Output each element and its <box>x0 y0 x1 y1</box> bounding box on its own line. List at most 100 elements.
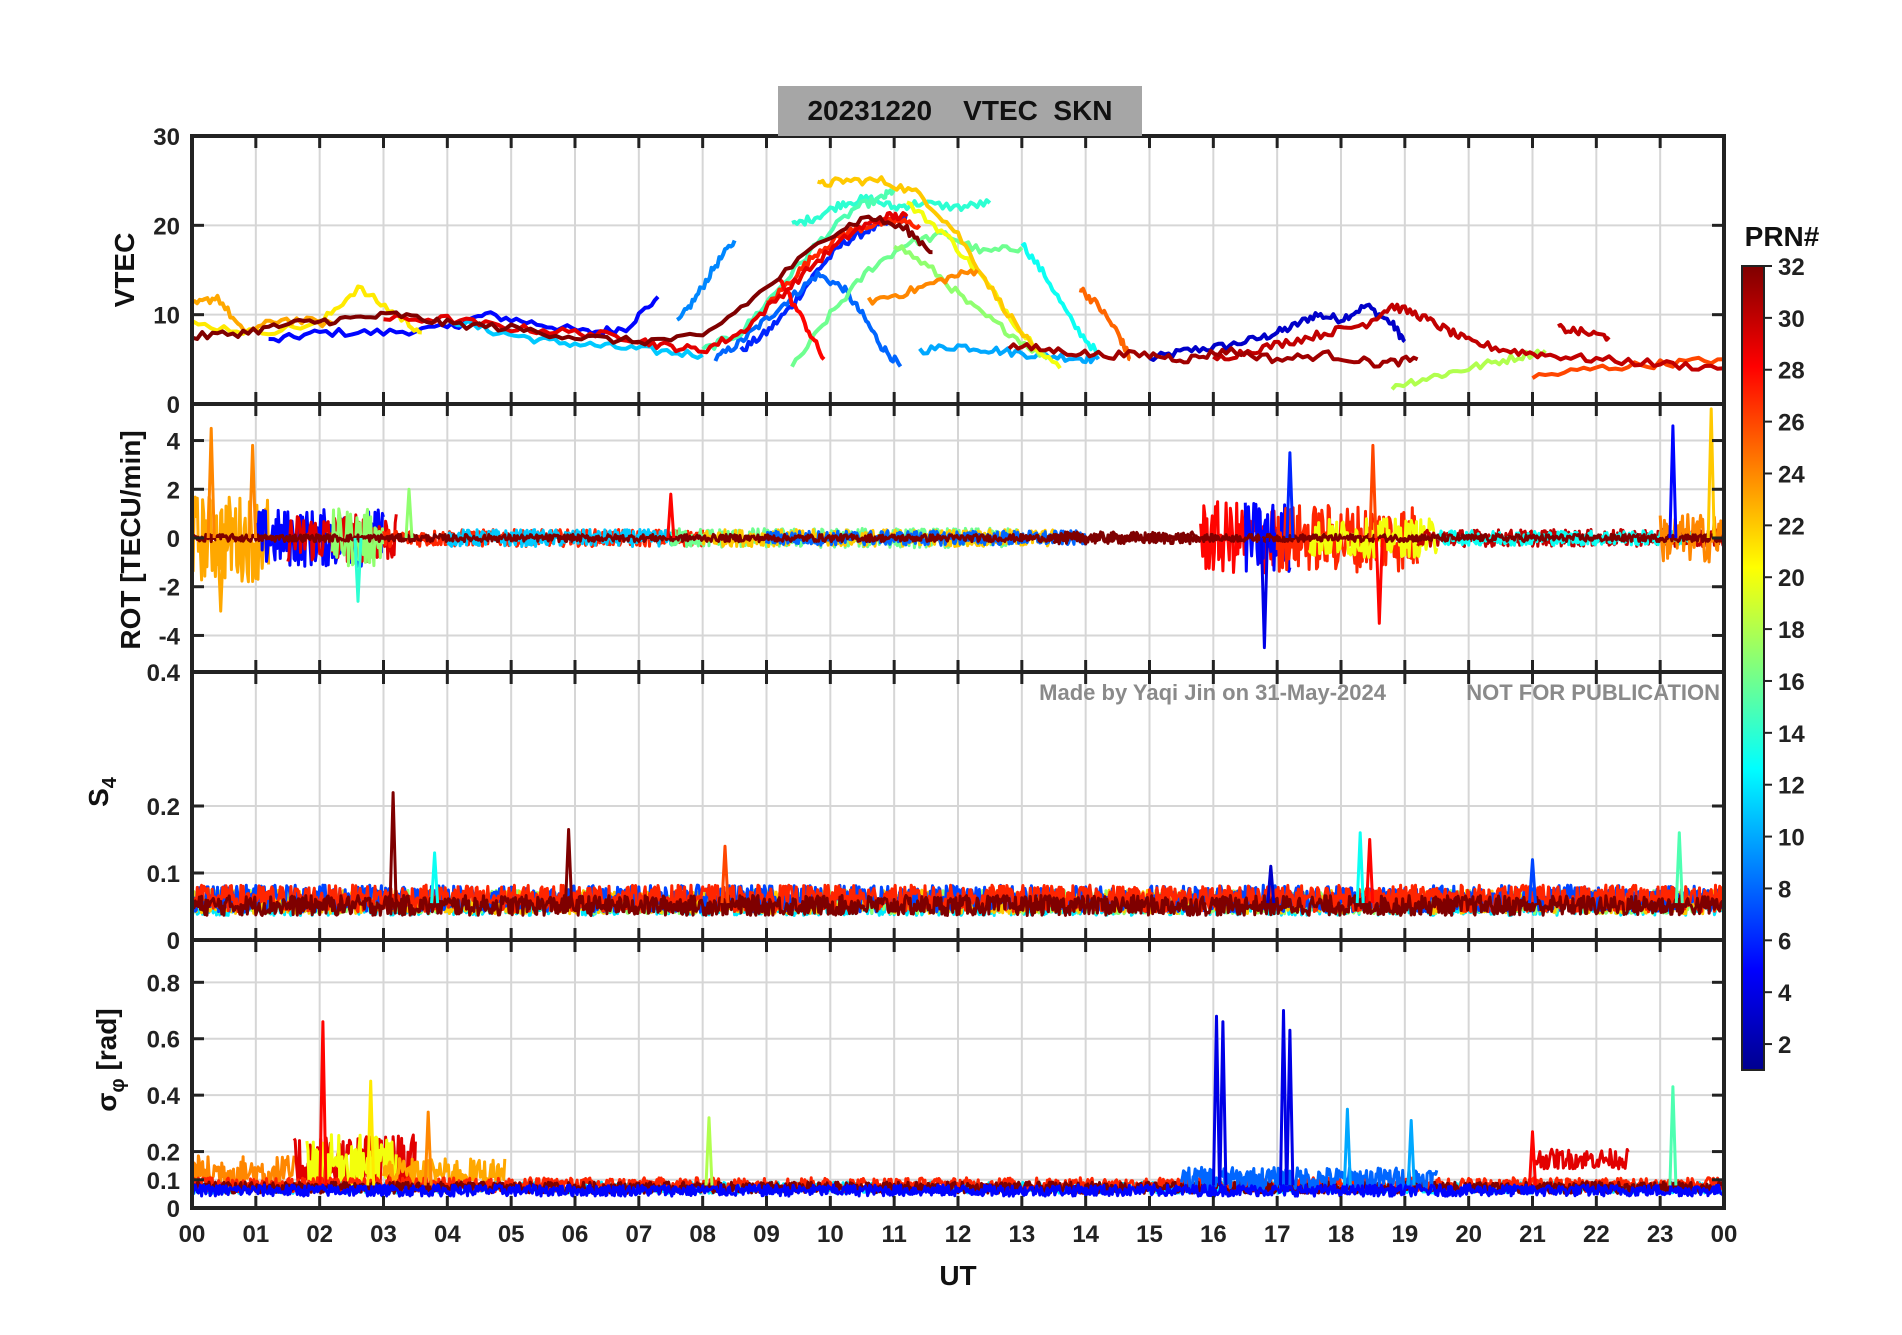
x-tick-label: 00 <box>1711 1221 1738 1248</box>
sigma_phi-spike-prn28 <box>318 1020 328 1186</box>
s4-spike-prn7 <box>1528 858 1537 904</box>
sigma_phi-ytick-label: 0.8 <box>147 970 180 997</box>
s4-ylabel-main: S <box>83 788 114 807</box>
colorbar-tick-label: 22 <box>1778 513 1805 540</box>
rot-spike-prn5 <box>1668 424 1678 539</box>
vtec-series-prn9 <box>676 239 737 322</box>
vtec-series-prn16 <box>790 230 1024 368</box>
x-tick-label: 17 <box>1264 1221 1291 1248</box>
sigma_phi-trace-prn23 <box>382 1157 507 1188</box>
sigma_phi-spike-prn24 <box>423 1110 433 1186</box>
vtec-panel <box>190 134 1726 406</box>
sigma-ylabel-unit: [rad] <box>91 1008 122 1078</box>
x-tick-label: 14 <box>1072 1221 1099 1248</box>
sigma_phi-spike-prn4 <box>1279 1009 1288 1186</box>
sigma_phi-trace-prn5 <box>190 1183 1725 1198</box>
x-axis-label: UT <box>939 1260 976 1291</box>
x-tick-label: 06 <box>562 1221 589 1248</box>
x-tick-label: 12 <box>945 1221 972 1248</box>
sigma-ylabel-main: σ <box>91 1093 122 1112</box>
x-tick-label: 16 <box>1200 1221 1227 1248</box>
vtec-series-prn30 <box>1557 322 1611 342</box>
x-tick-label: 08 <box>689 1221 716 1248</box>
colorbar-tick-label: 30 <box>1778 306 1805 333</box>
sigma_phi-ytick-label: 0.2 <box>147 1140 180 1167</box>
s4-ytick-label: 0.1 <box>147 861 180 888</box>
rot-spike-prn4 <box>1259 537 1269 650</box>
s4-spike-prn13 <box>430 851 440 904</box>
s4-spike-prn13 <box>1355 831 1365 904</box>
s4-ytick-label: 0.2 <box>147 794 180 821</box>
rot-trace-prn13 <box>1435 529 1694 547</box>
rot-ytick-label: -2 <box>159 575 180 602</box>
s4-ytick-label: 0.4 <box>147 660 181 687</box>
watermark-author: Made by Yaqi Jin on 31-May-2024 <box>1039 680 1387 705</box>
s4-spike-prn26 <box>720 844 730 904</box>
vtec-series-prn22 <box>816 175 1037 352</box>
x-tick-label: 07 <box>625 1221 652 1248</box>
vtec-data <box>190 175 1725 391</box>
sigma_phi-spike-prn10 <box>1342 1107 1352 1186</box>
s4-ylabel-sub: 4 <box>99 776 121 788</box>
colorbar-tick-label: 10 <box>1778 825 1805 852</box>
vtec-series-prn29 <box>383 211 909 355</box>
sigma_phi-spike-prn10 <box>1406 1119 1416 1186</box>
s4-ylabel: S4 <box>83 776 121 807</box>
x-tick-label: 20 <box>1455 1221 1482 1248</box>
vtec-series-prn17 <box>893 244 1050 361</box>
vtec-series-prn26 <box>1531 355 1725 380</box>
vtec-series-prn32 <box>191 214 933 347</box>
x-tick-label: 21 <box>1519 1221 1546 1248</box>
sigma_phi-ytick-label: 0.1 <box>147 1168 180 1195</box>
rot-panel <box>190 402 1726 674</box>
sigma-ylabel: σφ [rad] <box>91 1008 129 1111</box>
rot-spike-prn24 <box>248 443 258 539</box>
sigma_phi-ytick-label: 0 <box>167 1196 180 1223</box>
sigma_phi-panel <box>190 938 1726 1210</box>
watermark-notice: NOT FOR PUBLICATION <box>1466 680 1720 705</box>
vtec-series-prn25 <box>1078 286 1132 362</box>
colorbar-tick-label: 26 <box>1778 410 1805 437</box>
s4-data <box>190 791 1726 917</box>
sigma_phi-spike-prn18 <box>704 1116 714 1186</box>
sigma_phi-spike-prn4 <box>1285 1028 1295 1186</box>
vtec-series-prn31 <box>1007 342 1419 369</box>
x-tick-label: 05 <box>498 1221 525 1248</box>
rot-trace-prn23 <box>190 495 271 584</box>
rot-ytick-label: 0 <box>167 526 180 553</box>
colorbar-tick-label: 6 <box>1778 928 1791 955</box>
rot-spike-prn22 <box>1706 407 1716 539</box>
vtec-series-prn24 <box>866 268 979 306</box>
rot-trace-prn28 <box>1199 500 1279 575</box>
vtec-series-prn18 <box>1390 348 1547 391</box>
rot-ytick-label: 2 <box>167 477 180 504</box>
s4-trace-prn32 <box>191 894 1726 917</box>
rot-spike-prn14 <box>353 537 363 603</box>
rot-spike-prn24 <box>206 426 216 539</box>
colorbar-tick-label: 24 <box>1778 461 1805 488</box>
x-tick-label: 01 <box>242 1221 269 1248</box>
sigma_phi-spike-prn4 <box>1218 1020 1228 1186</box>
vtec-xticks <box>190 134 1726 406</box>
rot-spike-prn28 <box>1374 537 1384 625</box>
vtec-series-prn8 <box>713 270 903 368</box>
x-tick-label: 02 <box>306 1221 333 1248</box>
vtec-ytick-label: 0 <box>167 392 180 419</box>
colorbar-tick-label: 28 <box>1778 358 1805 385</box>
rot-trace-prn17 <box>330 507 385 568</box>
sigma_phi-trace-prn29 <box>1531 1147 1630 1171</box>
colorbar-tick-label: 8 <box>1778 876 1791 903</box>
figure-title-box: 20231220 VTEC SKN <box>778 86 1142 136</box>
sigma_phi-trace-prn24 <box>190 1154 296 1191</box>
vtec-series-prn10 <box>918 343 1101 365</box>
colorbar-gradient <box>1741 265 1765 1071</box>
colorbar-tick-label: 14 <box>1778 721 1805 748</box>
colorbar-tick-label: 18 <box>1778 617 1805 644</box>
rot-spike-prn6 <box>1285 451 1295 539</box>
rot-ylabel: ROT [TECU/min] <box>115 430 146 649</box>
figure-title: 20231220 VTEC SKN <box>807 95 1113 126</box>
sigma_phi-trace-prn8 <box>1179 1165 1439 1192</box>
x-tick-label: 18 <box>1328 1221 1355 1248</box>
x-tick-label: 13 <box>1008 1221 1035 1248</box>
